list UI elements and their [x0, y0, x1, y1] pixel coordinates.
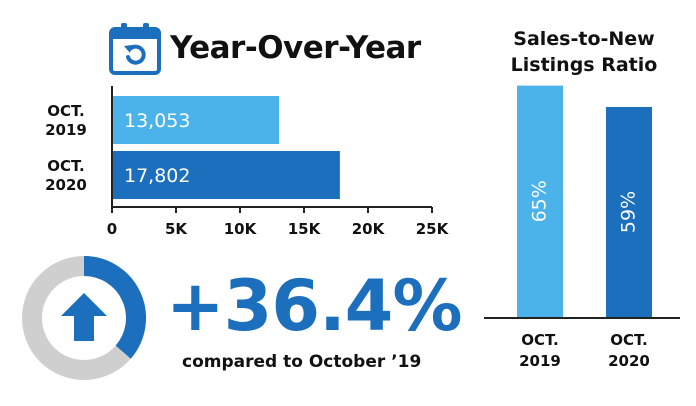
ratio-bar-1	[606, 106, 652, 318]
calendar-refresh-icon	[109, 23, 161, 75]
y-category-line: 2020	[45, 176, 87, 194]
ratio-category-line: OCT.	[610, 331, 648, 349]
x-tick-label: 10K	[224, 220, 258, 238]
donut-fill	[83, 256, 146, 359]
bar-value-label: 13,053	[124, 110, 190, 132]
bar-0	[113, 96, 280, 144]
y-category-label: OCT. 2020	[28, 157, 104, 195]
ratio-category-line: OCT.	[521, 331, 559, 349]
bar-1	[113, 151, 340, 199]
bar-value-label: 17,802	[124, 165, 190, 187]
ratio-category-label: OCT. 2019	[505, 330, 575, 372]
ratio-title-line-2: Listings Ratio	[510, 54, 658, 76]
y-category-label: OCT. 2019	[28, 102, 104, 140]
ratio-bar-0	[517, 85, 563, 317]
ratio-category-label: OCT. 2020	[594, 330, 664, 372]
ratio-value-label: 59%	[618, 191, 640, 233]
ratio-title-line-1: Sales-to-New	[513, 28, 655, 50]
percent-change: +36.4%	[166, 265, 462, 347]
ratio-value-label: 65%	[529, 180, 551, 222]
x-tick-label: 5K	[165, 220, 188, 238]
x-tick-label: 20K	[352, 220, 386, 238]
change-donut	[22, 256, 146, 380]
x-tick-label: 25K	[416, 220, 450, 238]
ratio-chart-title: Sales-to-New Listings Ratio	[492, 26, 676, 78]
y-category-line: OCT.	[47, 157, 85, 175]
y-category-line: OCT.	[47, 102, 85, 120]
yoy-bar-chart: 13,053 17,802 0 5K 10K 15K 20K 25K	[107, 86, 450, 238]
ratio-category-line: 2019	[519, 352, 561, 370]
x-tick-label: 15K	[288, 220, 322, 238]
section-title: Year-Over-Year	[170, 30, 421, 66]
comparison-caption: compared to October ’19	[182, 352, 422, 372]
up-arrow-icon	[61, 293, 107, 341]
ratio-bar-chart: 65% 59%	[484, 85, 680, 319]
ratio-category-line: 2020	[608, 352, 650, 370]
x-tick-label: 0	[107, 220, 117, 238]
y-category-line: 2019	[45, 121, 87, 139]
